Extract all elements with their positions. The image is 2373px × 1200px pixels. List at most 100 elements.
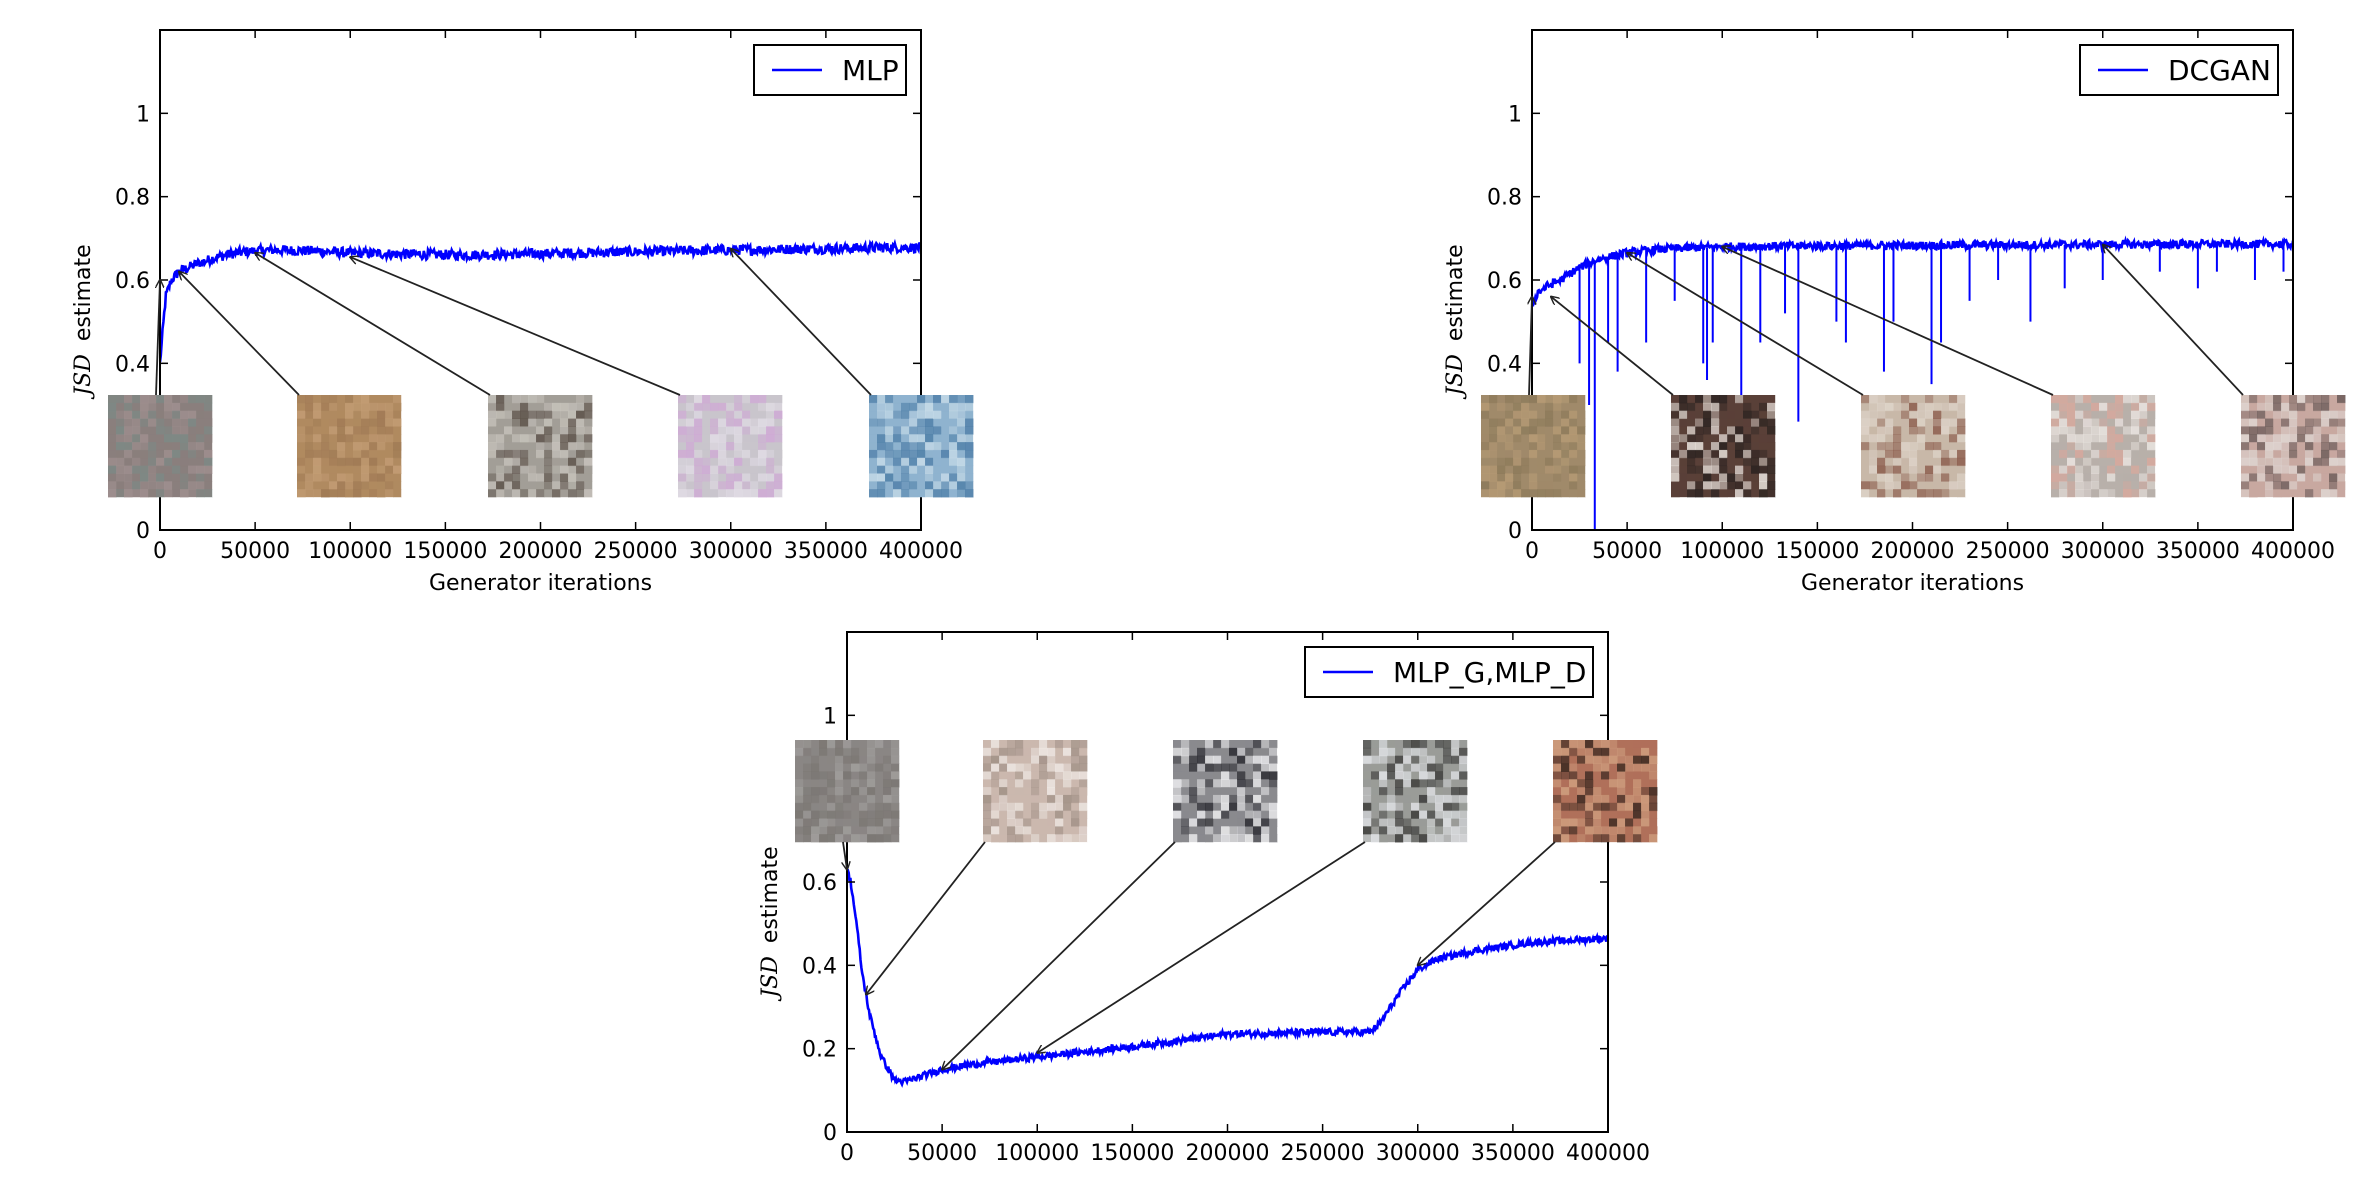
sample-thumbnail-3 [1363, 740, 1468, 843]
y-axis-label-text: estimate [1443, 244, 1468, 341]
x-tick-label-5: 250000 [594, 539, 678, 564]
x-tick-label-0: 0 [1525, 539, 1539, 564]
sample-thumbnail-1 [983, 740, 1088, 843]
x-tick-label-2: 100000 [1680, 539, 1764, 564]
sample-thumbnail-2 [1861, 395, 1966, 498]
y-tick-label-3: 0.6 [802, 871, 837, 896]
panel-mlp-g-mlp-d: 0 50000 100000 150000 200000 250000 300000 3500… [758, 631, 1658, 1166]
legend: DCGAN [2079, 44, 2279, 96]
y-tick-label-0: 0 [1508, 519, 1522, 544]
y-tick-label-0: 0 [823, 1121, 837, 1146]
x-tick-label-8: 400000 [2251, 539, 2335, 564]
x-tick-label-8: 400000 [1566, 1141, 1650, 1166]
x-tick-label-5: 250000 [1966, 539, 2050, 564]
x-tick-label-0: 0 [840, 1141, 854, 1166]
y-tick-label-3: 0.8 [1487, 186, 1522, 211]
annotation-arrow-1 [1551, 297, 1674, 396]
x-tick-label-1: 50000 [220, 539, 290, 564]
x-tick-label-5: 250000 [1281, 1141, 1365, 1166]
tick-group: 0 50000 100000 150000 200000 250000 300000 3500… [115, 30, 963, 564]
x-tick-label-7: 350000 [784, 539, 868, 564]
y-axis-label: JSD estimate [71, 244, 96, 399]
series-line-0 [847, 868, 1608, 1088]
annotation-arrow-3 [1722, 247, 2054, 396]
legend-entry-label: MLP [842, 54, 899, 87]
annotation-arrow-1 [179, 272, 300, 396]
legend-entry-label: MLP_G,MLP_D [1393, 656, 1586, 689]
y-tick-label-1: 0.4 [115, 352, 150, 377]
x-tick-label-8: 400000 [879, 539, 963, 564]
annotation-arrow-3 [350, 257, 681, 396]
x-tick-label-6: 300000 [2061, 539, 2145, 564]
thumbnail-group [795, 740, 1658, 843]
x-tick-label-6: 300000 [689, 539, 773, 564]
sample-thumbnail-1 [1671, 395, 1776, 498]
thumbnail-group [108, 395, 974, 498]
series-line-0 [1532, 235, 2293, 307]
annotation-arrow-4 [2103, 245, 2244, 396]
y-tick-label-0: 0 [136, 519, 150, 544]
y-axis-label-text: estimate [71, 244, 96, 341]
y-axis-label: JSD estimate [758, 846, 783, 1001]
sample-thumbnail-0 [795, 740, 900, 843]
annotation-arrow-2 [1627, 253, 1864, 396]
y-tick-label-2: 0.6 [115, 269, 150, 294]
tick-group: 0 50000 100000 150000 200000 250000 300000 3500… [802, 632, 1650, 1166]
x-tick-label-4: 200000 [1186, 1141, 1270, 1166]
y-axis-label-math: JSD [1443, 354, 1468, 400]
x-tick-label-2: 100000 [995, 1141, 1079, 1166]
sample-thumbnail-4 [1553, 740, 1658, 843]
sample-thumbnail-0 [1481, 395, 1586, 498]
sample-thumbnail-3 [678, 395, 783, 498]
y-axis-label: JSD estimate [1443, 244, 1468, 399]
x-tick-label-1: 50000 [1592, 539, 1662, 564]
legend-entry-label: DCGAN [2168, 54, 2271, 87]
y-tick-label-3: 0.8 [115, 186, 150, 211]
y-tick-label-4: 1 [1508, 102, 1522, 127]
x-tick-label-7: 350000 [1471, 1141, 1555, 1166]
tick-group: 0 50000 100000 150000 200000 250000 300000 3500… [1487, 30, 2335, 564]
x-tick-label-2: 100000 [308, 539, 392, 564]
annotation-arrow-group [1529, 245, 2244, 396]
annotation-arrow-0 [155, 280, 160, 396]
annotation-arrow-group [155, 249, 872, 396]
plot-frame [846, 631, 1609, 1133]
thumbnail-group [1481, 395, 2346, 498]
x-tick-label-3: 150000 [1090, 1141, 1174, 1166]
x-tick-label-7: 350000 [2156, 539, 2240, 564]
panel-mlp: 0 50000 100000 150000 200000 250000 300000 3500… [71, 29, 974, 596]
annotation-arrow-3 [1037, 841, 1366, 1053]
sample-thumbnail-3 [2051, 395, 2156, 498]
annotation-arrow-2 [942, 841, 1176, 1070]
x-tick-label-3: 150000 [403, 539, 487, 564]
y-tick-label-2: 0.6 [1487, 269, 1522, 294]
x-tick-label-1: 50000 [907, 1141, 977, 1166]
x-tick-label-0: 0 [153, 539, 167, 564]
x-tick-label-4: 200000 [499, 539, 583, 564]
sample-thumbnail-4 [869, 395, 974, 498]
x-axis-label: Generator iterations [429, 571, 652, 596]
sample-thumbnail-0 [108, 395, 213, 498]
y-tick-label-4: 1 [136, 102, 150, 127]
x-tick-label-6: 300000 [1376, 1141, 1460, 1166]
y-tick-label-4: 1 [823, 704, 837, 729]
annotation-arrow-2 [255, 253, 491, 396]
x-axis-label: Generator iterations [1801, 571, 2024, 596]
sample-thumbnail-2 [488, 395, 593, 498]
y-axis-label-text: estimate [758, 846, 783, 943]
sample-thumbnail-4 [2241, 395, 2346, 498]
x-tick-label-4: 200000 [1871, 539, 1955, 564]
sample-thumbnail-2 [1173, 740, 1278, 843]
annotation-arrow-0 [843, 841, 847, 870]
annotation-arrow-4 [1418, 841, 1556, 965]
panel-dcgan: 0 50000 100000 150000 200000 250000 300000 3500… [1443, 29, 2346, 596]
annotation-arrow-0 [1529, 297, 1532, 396]
annotation-arrow-group [843, 841, 1556, 1070]
y-tick-label-1: 0.4 [1487, 352, 1522, 377]
series-line-0 [160, 238, 921, 362]
y-axis-label-math: JSD [71, 354, 96, 400]
legend: MLP_G,MLP_D [1304, 646, 1594, 698]
y-axis-label-math: JSD [758, 956, 783, 1002]
annotation-arrow-4 [731, 249, 872, 396]
